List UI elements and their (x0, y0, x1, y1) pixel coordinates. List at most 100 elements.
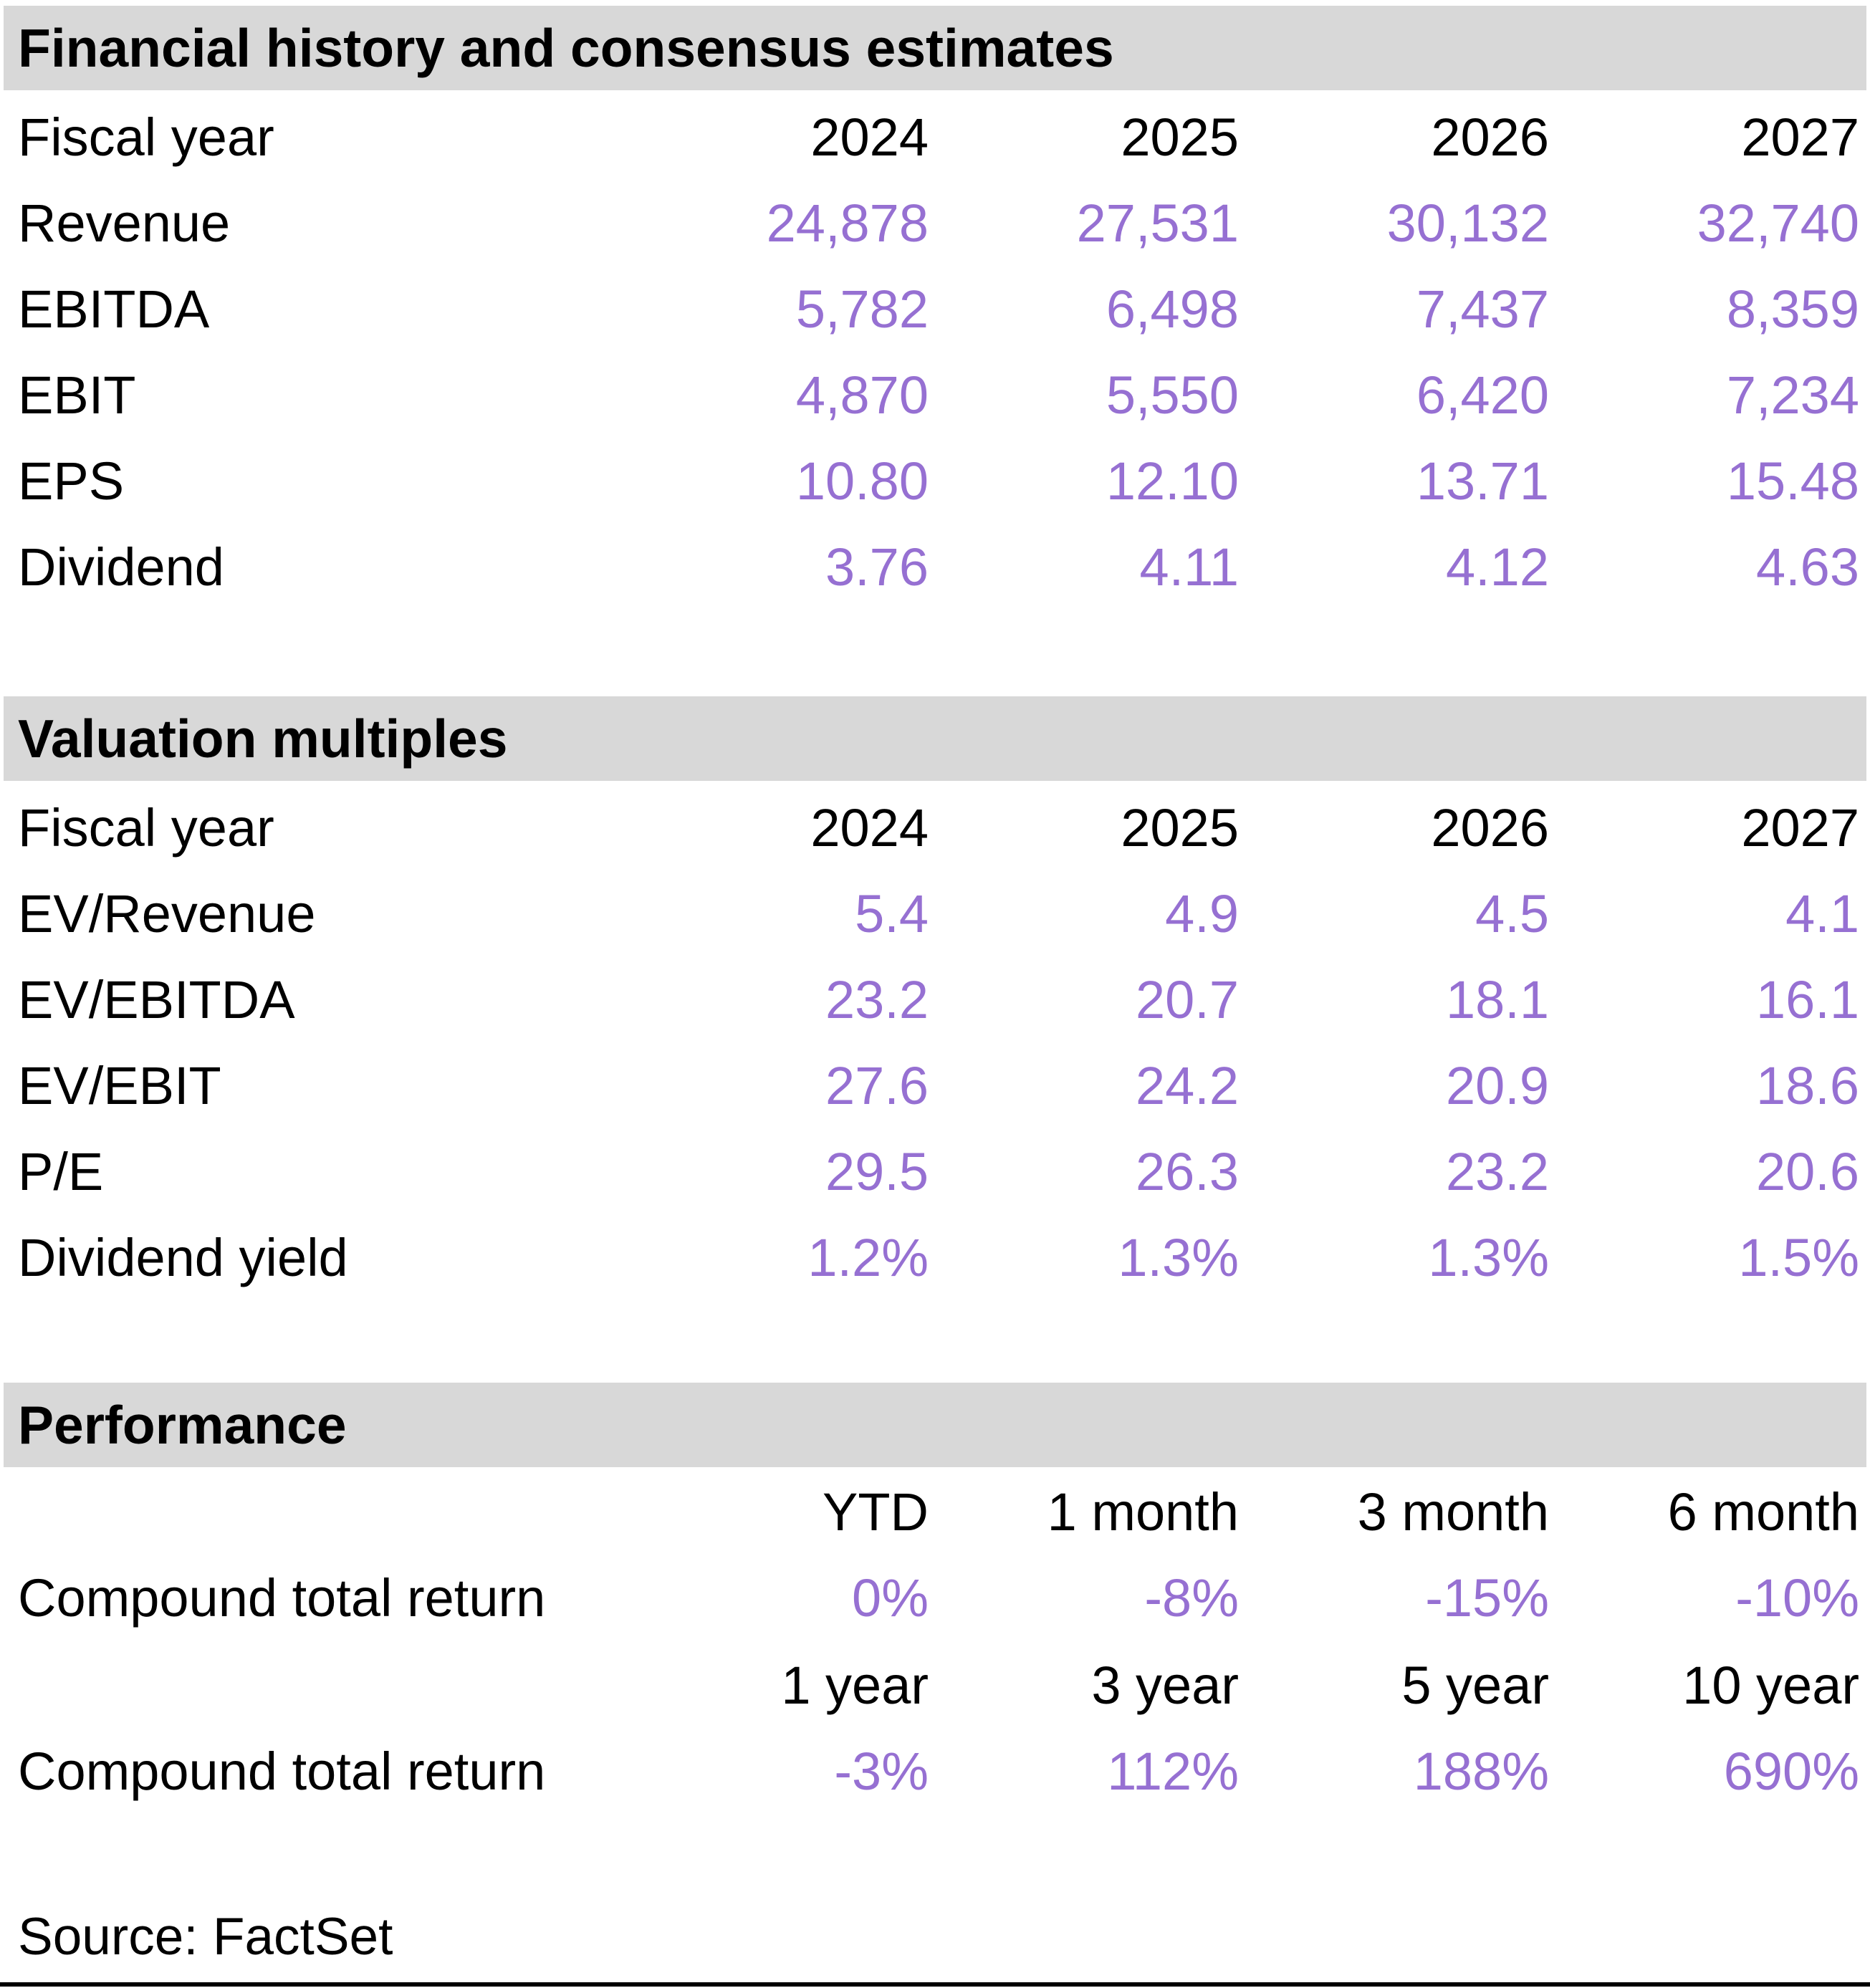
pe-2026: 23.2 (1445, 1141, 1549, 1201)
ebitda-2026: 7,437 (1416, 279, 1549, 339)
table-row-eps: EPS 10.80 12.10 13.71 15.48 (0, 438, 1870, 524)
section-title: Financial history and consensus estimate… (18, 18, 1114, 78)
row-label: Revenue (18, 193, 231, 253)
ebitda-2025: 6,498 (1106, 279, 1239, 339)
table-row-ev-ebit: EV/EBIT 27.6 24.2 20.9 18.6 (0, 1042, 1870, 1128)
year-column-2025: 2025 (1121, 797, 1239, 858)
period-1-month: 1 month (1047, 1482, 1239, 1542)
period-3-month: 3 month (1357, 1482, 1549, 1542)
fiscal-year-label: Fiscal year (18, 107, 274, 167)
pe-2025: 26.3 (1135, 1141, 1239, 1201)
ebitda-2027: 8,359 (1726, 279, 1859, 339)
row-label: EV/Revenue (18, 883, 316, 943)
performance-period-header-row-short: YTD 1 month 3 month 6 month (0, 1469, 1870, 1555)
table-row-pe: P/E 29.5 26.3 23.2 20.6 (0, 1128, 1870, 1214)
year-column-2024: 2024 (810, 107, 929, 167)
ev-ebit-2025: 24.2 (1135, 1055, 1239, 1115)
section-header-performance: Performance (4, 1383, 1866, 1467)
return-6-month: -10% (1735, 1567, 1859, 1628)
source-attribution: Source: FactSet (0, 1893, 1870, 1979)
ev-ebit-2026: 20.9 (1445, 1055, 1549, 1115)
return-3-month: -15% (1425, 1567, 1549, 1628)
period-3-year: 3 year (1091, 1655, 1239, 1715)
year-column-2027: 2027 (1741, 797, 1859, 858)
revenue-2026: 30,132 (1386, 193, 1549, 253)
table-row-ev-ebitda: EV/EBITDA 23.2 20.7 18.1 16.1 (0, 956, 1870, 1042)
section-title: Valuation multiples (18, 709, 508, 769)
ev-ebitda-2025: 20.7 (1135, 969, 1239, 1029)
ev-revenue-2027: 4.1 (1785, 883, 1859, 943)
year-column-2026: 2026 (1431, 107, 1549, 167)
year-column-2027: 2027 (1741, 107, 1859, 167)
return-ytd: 0% (852, 1567, 929, 1628)
period-ytd: YTD (823, 1482, 929, 1542)
dividend-2025: 4.11 (1139, 537, 1239, 597)
eps-2026: 13.71 (1416, 451, 1549, 511)
row-label: P/E (18, 1141, 104, 1201)
fiscal-year-label: Fiscal year (18, 797, 274, 858)
ev-revenue-2024: 5.4 (855, 883, 929, 943)
source-text: Source: FactSet (18, 1907, 393, 1966)
return-1-month: -8% (1144, 1567, 1239, 1628)
pe-2027: 20.6 (1755, 1141, 1859, 1201)
eps-2027: 15.48 (1726, 451, 1859, 511)
section-title: Performance (18, 1395, 347, 1455)
ev-ebitda-2026: 18.1 (1445, 969, 1549, 1029)
ebit-2025: 5,550 (1106, 365, 1239, 425)
row-label: EV/EBITDA (18, 969, 295, 1029)
ev-ebit-2027: 18.6 (1755, 1055, 1859, 1115)
row-label: Dividend yield (18, 1227, 348, 1287)
row-label: Dividend (18, 537, 224, 597)
eps-2024: 10.80 (795, 451, 929, 511)
table-row-revenue: Revenue 24,878 27,531 30,132 32,740 (0, 180, 1870, 266)
period-10-year: 10 year (1682, 1655, 1859, 1715)
ebit-2027: 7,234 (1726, 365, 1859, 425)
table-row-compound-total-return-short: Compound total return 0% -8% -15% -10% (0, 1555, 1870, 1641)
ev-ebit-2024: 27.6 (825, 1055, 929, 1115)
fiscal-year-header-row: Fiscal year 2024 2025 2026 2027 (0, 94, 1870, 180)
ev-ebitda-2027: 16.1 (1755, 969, 1859, 1029)
ebit-2026: 6,420 (1416, 365, 1549, 425)
ebit-2024: 4,870 (795, 365, 929, 425)
dividend-yield-2026: 1.3% (1428, 1227, 1549, 1287)
table-row-ev-revenue: EV/Revenue 5.4 4.9 4.5 4.1 (0, 870, 1870, 956)
fiscal-year-header-row: Fiscal year 2024 2025 2026 2027 (0, 784, 1870, 870)
dividend-yield-2027: 1.5% (1738, 1227, 1859, 1287)
table-row-compound-total-return-long: Compound total return -3% 112% 188% 690% (0, 1728, 1870, 1814)
row-label: EBIT (18, 365, 136, 425)
revenue-2024: 24,878 (766, 193, 929, 253)
return-10-year: 690% (1723, 1741, 1859, 1801)
period-6-month: 6 month (1667, 1482, 1859, 1542)
return-3-year: 112% (1107, 1741, 1239, 1801)
pe-2024: 29.5 (825, 1141, 929, 1201)
eps-2025: 12.10 (1106, 451, 1239, 511)
performance-period-header-row-long: 1 year 3 year 5 year 10 year (0, 1642, 1870, 1728)
ev-ebitda-2024: 23.2 (825, 969, 929, 1029)
table-row-dividend: Dividend 3.76 4.11 4.12 4.63 (0, 524, 1870, 610)
row-label: Compound total return (18, 1567, 546, 1628)
table-row-ebitda: EBITDA 5,782 6,498 7,437 8,359 (0, 266, 1870, 352)
return-5-year: 188% (1413, 1741, 1549, 1801)
return-1-year: -3% (834, 1741, 929, 1801)
table-row-ebit: EBIT 4,870 5,550 6,420 7,234 (0, 352, 1870, 438)
revenue-2027: 32,740 (1697, 193, 1859, 253)
bottom-divider (0, 1982, 1870, 1987)
table-row-dividend-yield: Dividend yield 1.2% 1.3% 1.3% 1.5% (0, 1214, 1870, 1300)
section-header-valuation-multiples: Valuation multiples (4, 696, 1866, 781)
row-label: EV/EBIT (18, 1055, 221, 1115)
period-1-year: 1 year (781, 1655, 929, 1715)
row-label: EBITDA (18, 279, 210, 339)
section-header-financial-history: Financial history and consensus estimate… (4, 6, 1866, 90)
year-column-2025: 2025 (1121, 107, 1239, 167)
year-column-2024: 2024 (810, 797, 929, 858)
dividend-2026: 4.12 (1445, 537, 1549, 597)
ev-revenue-2025: 4.9 (1165, 883, 1239, 943)
dividend-2024: 3.76 (825, 537, 929, 597)
dividend-2027: 4.63 (1755, 537, 1859, 597)
revenue-2025: 27,531 (1076, 193, 1239, 253)
dividend-yield-2024: 1.2% (807, 1227, 929, 1287)
dividend-yield-2025: 1.3% (1118, 1227, 1239, 1287)
period-5-year: 5 year (1401, 1655, 1549, 1715)
year-column-2026: 2026 (1431, 797, 1549, 858)
